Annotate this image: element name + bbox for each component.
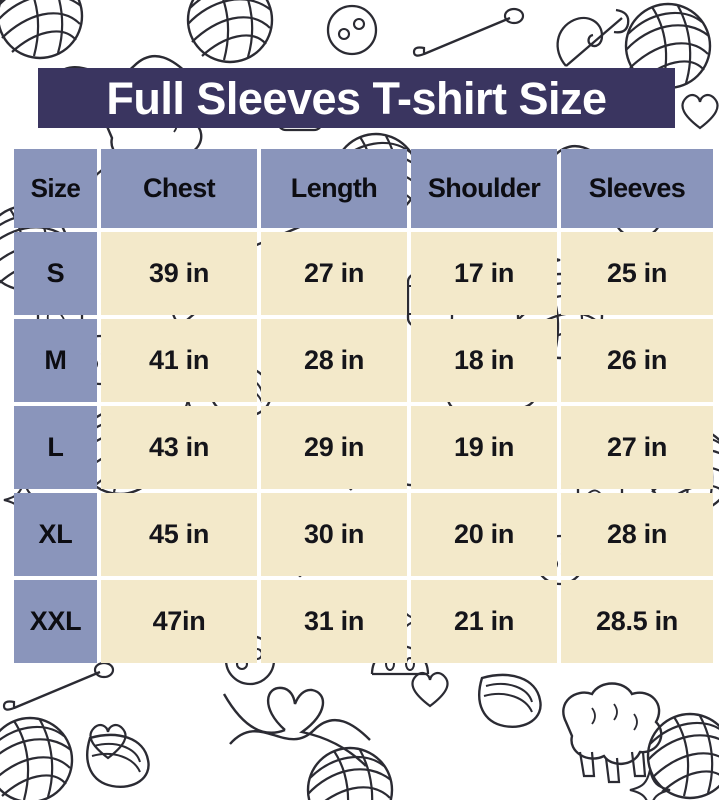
cell-length: 27 in	[261, 232, 407, 315]
chart-title-banner: Full Sleeves T-shirt Size	[38, 68, 675, 128]
column-header-sleeves: Sleeves	[561, 149, 713, 228]
cell-sleeves: 25 in	[561, 232, 713, 315]
column-header-chest: Chest	[101, 149, 257, 228]
cell-length: 30 in	[261, 493, 407, 576]
table-header-row: Size Chest Length Shoulder Sleeves	[14, 149, 713, 228]
cell-size: M	[14, 319, 97, 402]
column-header-size: Size	[14, 149, 97, 228]
cell-shoulder: 19 in	[411, 406, 557, 489]
cell-sleeves: 26 in	[561, 319, 713, 402]
page-title: Full Sleeves T-shirt Size	[106, 72, 607, 124]
cell-shoulder: 20 in	[411, 493, 557, 576]
cell-size: S	[14, 232, 97, 315]
cell-sleeves: 28.5 in	[561, 580, 713, 663]
cell-sleeves: 27 in	[561, 406, 713, 489]
cell-size: XL	[14, 493, 97, 576]
doodle-heart-thread	[222, 686, 367, 767]
cell-sleeves: 28 in	[561, 493, 713, 576]
table-row: M 41 in 28 in 18 in 26 in	[14, 319, 713, 402]
cell-shoulder: 18 in	[411, 319, 557, 402]
size-chart-table: Size Chest Length Shoulder Sleeves S 39 …	[10, 145, 717, 667]
cell-chest: 39 in	[101, 232, 257, 315]
cell-size: XXL	[14, 580, 97, 663]
cell-chest: 43 in	[101, 406, 257, 489]
column-header-length: Length	[261, 149, 407, 228]
table-row: XXL 47in 31 in 21 in 28.5 in	[14, 580, 713, 663]
cell-shoulder: 17 in	[411, 232, 557, 315]
column-header-shoulder: Shoulder	[411, 149, 557, 228]
cell-chest: 41 in	[101, 319, 257, 402]
cell-length: 31 in	[261, 580, 407, 663]
table-row: XL 45 in 30 in 20 in 28 in	[14, 493, 713, 576]
cell-chest: 47in	[101, 580, 257, 663]
cell-length: 29 in	[261, 406, 407, 489]
table-row: L 43 in 29 in 19 in 27 in	[14, 406, 713, 489]
cell-chest: 45 in	[101, 493, 257, 576]
cell-length: 28 in	[261, 319, 407, 402]
table-row: S 39 in 27 in 17 in 25 in	[14, 232, 713, 315]
cell-shoulder: 21 in	[411, 580, 557, 663]
cell-size: L	[14, 406, 97, 489]
